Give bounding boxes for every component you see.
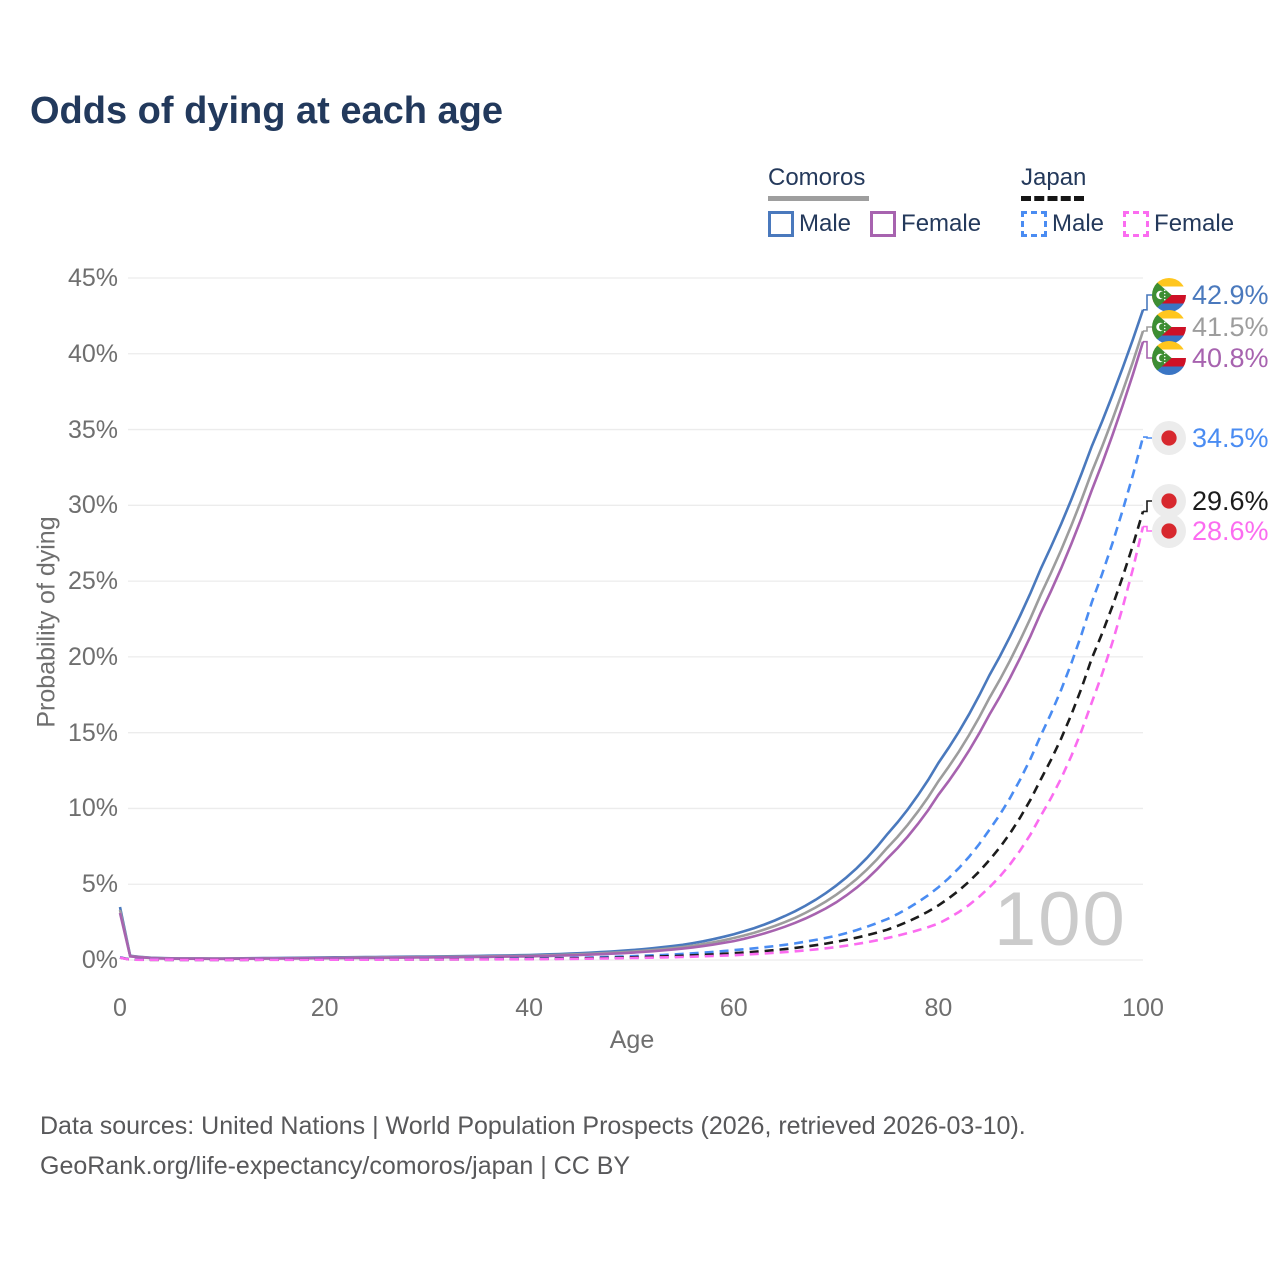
japan-flag-icon	[1152, 514, 1186, 548]
line-japan-female[interactable]	[119, 526, 1145, 962]
legend-label-comoros-female[interactable]: Female	[901, 210, 982, 237]
legend-swatch-comoros-male[interactable]	[768, 211, 794, 237]
y-tick-0: 0%	[81, 946, 118, 974]
y-tick-45: 45%	[67, 264, 118, 292]
end-label-value: 40.8%	[1192, 342, 1269, 373]
end-label-japan-male: 34.5%	[1152, 420, 1269, 456]
leader-line-0	[1143, 294, 1152, 311]
end-label-japan-both-sexes: 29.6%	[1152, 483, 1269, 519]
legend-group-japan: Japan Male Female	[1021, 164, 1234, 238]
leader-line-3	[1143, 436, 1152, 439]
y-tick-5: 5%	[81, 870, 118, 899]
x-tick-0: 0	[113, 994, 127, 1022]
line-japan-both-sexes[interactable]	[119, 511, 1145, 962]
end-label-comoros-male: 42.9%	[1152, 277, 1269, 313]
japan-flag-icon	[1152, 484, 1186, 518]
x-tick-20: 20	[310, 994, 339, 1022]
leader-line-4	[1143, 500, 1152, 513]
legend-swatch-japan-male[interactable]	[1021, 211, 1047, 237]
legend-underline-comoros-solid	[768, 196, 869, 201]
legend-country-comoros: Comoros	[768, 164, 866, 191]
legend-label-japan-female[interactable]: Female	[1154, 210, 1235, 237]
comoros-flag-icon	[1152, 278, 1186, 312]
x-tick-40: 40	[515, 994, 544, 1022]
y-tick-30: 30%	[67, 491, 118, 520]
y-tick-15: 15%	[67, 718, 118, 747]
y-axis-title: Probability of dying	[32, 516, 61, 728]
legend-underline-japan-dashed	[1021, 196, 1084, 201]
line-comoros-both-sexes[interactable]	[118, 330, 1145, 960]
hover-age-watermark: 100	[994, 877, 1127, 962]
japan-flag-icon	[1152, 421, 1186, 455]
comoros-flag-icon	[1152, 341, 1186, 375]
legend-group-comoros: Comoros Male Female	[768, 164, 981, 238]
end-label-comoros-female: 40.8%	[1152, 340, 1269, 376]
line-comoros-female[interactable]	[118, 341, 1145, 961]
comoros-flag-icon	[1152, 310, 1186, 344]
leader-line-5	[1143, 525, 1152, 532]
leader-line-2	[1143, 340, 1152, 359]
footer-attribution: GeoRank.org/life-expectancy/comoros/japa…	[40, 1152, 631, 1180]
legend-label-japan-male[interactable]: Male	[1052, 210, 1105, 237]
end-label-value: 41.5%	[1192, 311, 1269, 342]
y-tick-10: 10%	[67, 794, 118, 823]
legend-country-japan: Japan	[1021, 164, 1087, 191]
line-comoros-male[interactable]	[118, 309, 1145, 960]
leader-line-1	[1143, 326, 1152, 332]
legend-swatch-japan-female[interactable]	[1123, 211, 1150, 237]
end-label-value: 28.6%	[1192, 515, 1269, 546]
end-label-value: 34.5%	[1192, 422, 1269, 453]
end-label-comoros-both-sexes: 41.5%	[1152, 309, 1269, 345]
footer-data-sources: Data sources: United Nations | World Pop…	[40, 1112, 1026, 1140]
end-label-value: 29.6%	[1192, 485, 1269, 516]
y-tick-40: 40%	[67, 339, 118, 368]
legend-swatch-comoros-female[interactable]	[870, 211, 897, 237]
x-tick-100: 100	[1122, 994, 1164, 1022]
end-label-japan-female: 28.6%	[1152, 513, 1269, 549]
legend-label-comoros-male[interactable]: Male	[799, 210, 852, 237]
x-tick-60: 60	[719, 994, 748, 1022]
x-axis-title: Age	[609, 1026, 655, 1054]
y-tick-35: 35%	[67, 415, 118, 444]
y-tick-25: 25%	[67, 567, 118, 596]
x-tick-80: 80	[924, 994, 953, 1022]
end-label-value: 42.9%	[1192, 279, 1269, 310]
y-tick-20: 20%	[67, 642, 118, 671]
footer: Data sources: United Nations | World Pop…	[40, 1106, 1026, 1186]
page-title: Odds of dying at each age	[30, 90, 503, 132]
